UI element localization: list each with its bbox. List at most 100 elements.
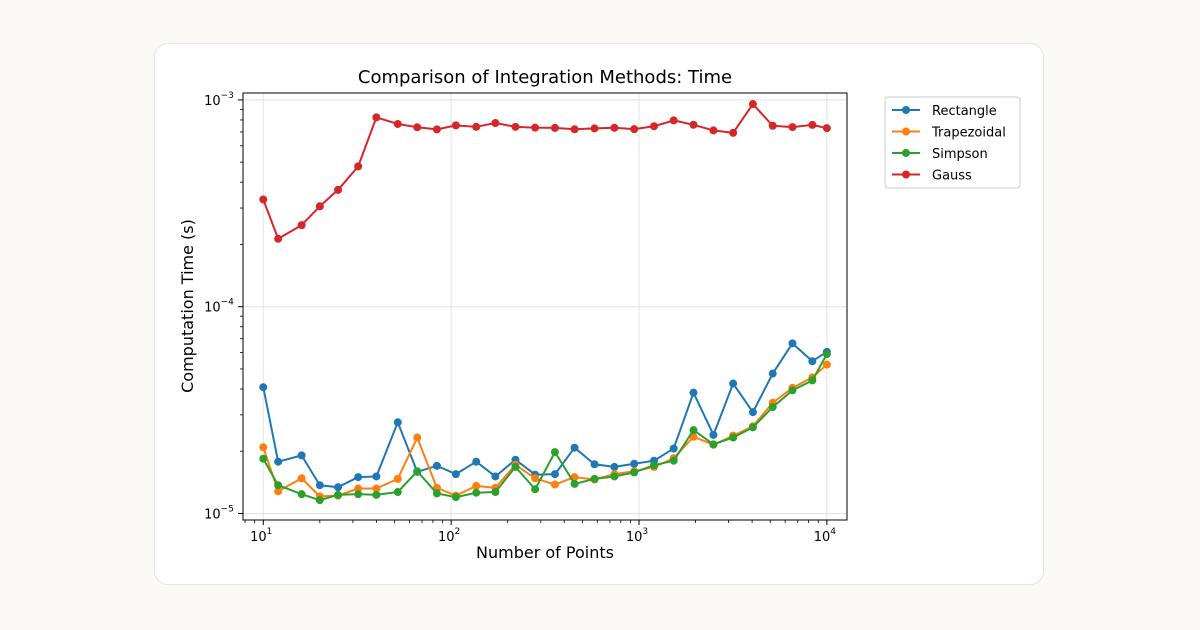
- data-point: [610, 472, 619, 481]
- data-point: [372, 484, 381, 493]
- legend-item: Trapezoidal: [892, 126, 1006, 141]
- data-point: [432, 489, 441, 498]
- x-tick-label: 103: [626, 527, 648, 545]
- data-point: [709, 126, 718, 135]
- data-point: [393, 488, 402, 497]
- data-point: [372, 472, 381, 481]
- data-point: [630, 468, 639, 477]
- data-point: [669, 456, 678, 465]
- data-point: [274, 457, 283, 466]
- legend-marker: [902, 170, 910, 179]
- y-tick-label: 10−3: [204, 91, 234, 109]
- legend-label: Gauss: [932, 169, 972, 184]
- data-point: [472, 457, 481, 466]
- data-point: [729, 379, 738, 388]
- data-point: [297, 474, 306, 483]
- y-tick-label: 10−5: [204, 504, 234, 522]
- data-point: [354, 162, 363, 171]
- data-point: [550, 470, 559, 479]
- data-point: [315, 481, 324, 490]
- data-point: [788, 123, 797, 132]
- series-gauss: [259, 100, 831, 243]
- x-ticks: 101 102 103 104: [244, 520, 836, 545]
- data-point: [297, 221, 306, 230]
- data-point: [451, 470, 460, 479]
- data-point: [472, 481, 481, 490]
- data-point: [590, 460, 599, 469]
- data-point: [689, 426, 698, 435]
- series-rectangle: [259, 339, 831, 492]
- series-line: [262, 103, 828, 240]
- legend-label: Trapezoidal: [931, 126, 1006, 141]
- data-point: [472, 122, 481, 131]
- data-point: [748, 423, 757, 432]
- data-point: [570, 125, 579, 134]
- legend-marker: [902, 149, 910, 157]
- data-point: [274, 234, 283, 243]
- data-point: [259, 454, 268, 463]
- data-point: [729, 128, 738, 137]
- x-tick-label: 102: [438, 527, 460, 545]
- legend-marker: [902, 127, 910, 136]
- data-point: [393, 418, 402, 427]
- legend-item: Simpson: [892, 147, 988, 162]
- data-point: [372, 113, 381, 122]
- data-point: [354, 473, 363, 482]
- series-line: [262, 363, 828, 498]
- data-point: [610, 123, 619, 132]
- data-point: [822, 350, 831, 359]
- data-point: [334, 483, 343, 492]
- data-point: [650, 461, 659, 470]
- data-point: [259, 383, 268, 392]
- data-point: [788, 386, 797, 395]
- chart-title: Comparison of Integration Methods: Time: [358, 67, 732, 88]
- data-point: [334, 490, 343, 499]
- data-point: [472, 488, 481, 497]
- data-point: [259, 443, 268, 452]
- series-simpson: [259, 350, 831, 505]
- data-point: [669, 116, 678, 125]
- data-point: [354, 484, 363, 493]
- data-point: [768, 369, 777, 378]
- y-axis-label: Computation Time (s): [178, 219, 197, 393]
- data-point: [451, 121, 460, 130]
- data-point: [511, 462, 520, 471]
- data-point: [610, 462, 619, 471]
- legend-item: Rectangle: [892, 104, 997, 119]
- data-point: [729, 433, 738, 442]
- legend-item: Gauss: [892, 169, 972, 184]
- data-point: [297, 451, 306, 460]
- data-point: [491, 119, 500, 128]
- data-point: [590, 124, 599, 133]
- legend-label: Simpson: [932, 147, 988, 162]
- x-tick-label: 101: [250, 527, 272, 545]
- data-point: [531, 123, 540, 132]
- data-point: [788, 339, 797, 348]
- data-point: [590, 474, 599, 483]
- data-point: [570, 479, 579, 488]
- data-point: [709, 430, 718, 439]
- data-point: [334, 185, 343, 194]
- data-point: [393, 119, 402, 128]
- data-point: [354, 490, 363, 499]
- data-point: [274, 487, 283, 496]
- legend-box: [884, 96, 1021, 189]
- x-axis-label: Number of Points: [476, 543, 614, 562]
- legend: Rectangle Trapezoidal Simpson Gauss: [884, 96, 1021, 189]
- legend-marker: [902, 106, 910, 114]
- grid-lines: [243, 93, 847, 520]
- data-point: [413, 467, 422, 476]
- series-layer: [259, 100, 831, 505]
- data-point: [768, 121, 777, 130]
- data-point: [550, 480, 559, 489]
- data-point: [650, 122, 659, 131]
- data-point: [531, 474, 540, 483]
- data-point: [808, 120, 817, 129]
- data-point: [259, 195, 268, 204]
- data-point: [570, 443, 579, 452]
- data-point: [689, 120, 698, 129]
- data-point: [748, 408, 757, 417]
- data-point: [669, 444, 678, 453]
- data-point: [748, 100, 757, 109]
